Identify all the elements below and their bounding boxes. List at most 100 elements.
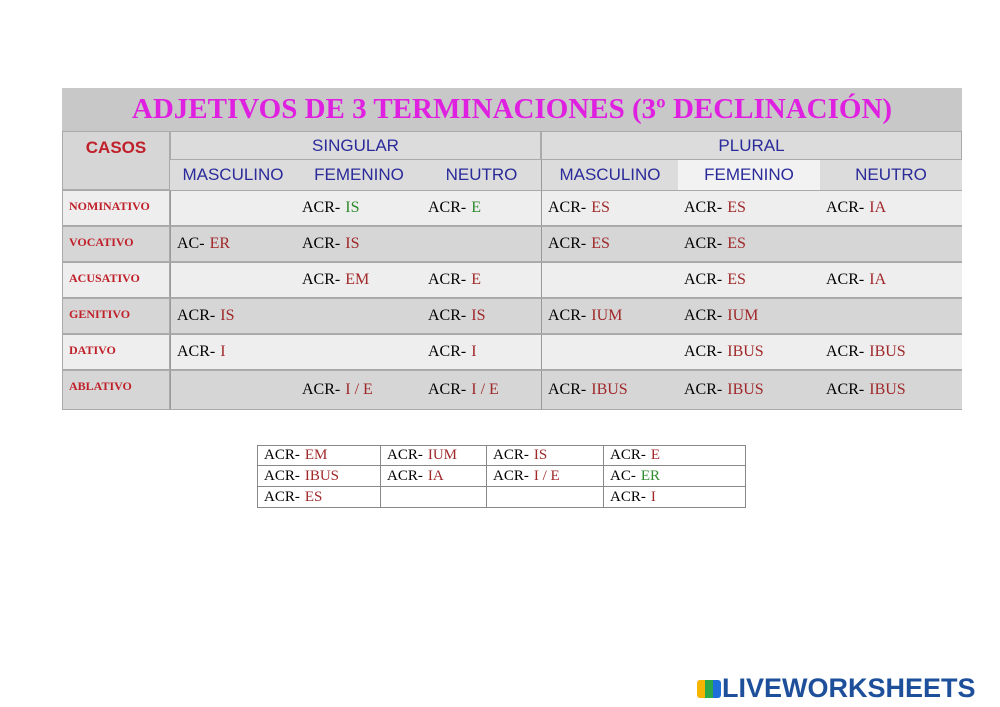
- table-cell: ACR- I / E: [296, 370, 422, 410]
- gender-header: FEMENINO: [678, 160, 820, 190]
- gender-header: NEUTRO: [820, 160, 962, 190]
- stem: ACR-: [302, 199, 341, 216]
- table-cell: ACR- IUM: [541, 298, 678, 334]
- table-cell: ACR- E: [422, 190, 541, 226]
- ending: IS: [533, 447, 548, 463]
- stem: ACR-: [684, 199, 723, 216]
- table-cell: [296, 334, 422, 370]
- stem: ACR-: [177, 307, 216, 324]
- ending: IA: [427, 467, 444, 484]
- table-cell: [170, 262, 296, 298]
- ending: IBUS: [304, 467, 340, 484]
- table-cell: ACR- IBUS: [678, 370, 820, 410]
- table-cell: ACR- I / E: [422, 370, 541, 410]
- ending: IUM: [727, 307, 759, 324]
- table-cell: ACR- IBUS: [678, 334, 820, 370]
- ending: ES: [727, 199, 746, 216]
- stem: ACR-: [684, 307, 723, 324]
- stem: ACR-: [826, 271, 865, 288]
- stem: ACR-: [684, 271, 723, 288]
- stem: ACR-: [264, 447, 300, 463]
- stem: ACR-: [428, 343, 467, 360]
- ending: E: [471, 271, 482, 288]
- table-cell: ACR- IBUS: [820, 334, 962, 370]
- stem: ACR-: [493, 447, 529, 463]
- ending: IBUS: [869, 381, 906, 398]
- stem: ACR-: [302, 381, 341, 398]
- ending: IS: [345, 199, 360, 216]
- ending: IA: [869, 271, 887, 288]
- table-cell: [541, 334, 678, 370]
- stem: ACR-: [302, 271, 341, 288]
- table-cell: ACR- IUM: [678, 298, 820, 334]
- answer-cell: ACR- EM: [257, 445, 381, 466]
- ending: IS: [471, 307, 486, 324]
- ending: ES: [727, 235, 746, 252]
- ending: I: [220, 343, 226, 360]
- ending: E: [471, 199, 482, 216]
- ending: IUM: [591, 307, 623, 324]
- table-cell: ACR- ES: [541, 226, 678, 262]
- table-cell: ACR- IA: [820, 190, 962, 226]
- stem: ACR-: [264, 488, 300, 505]
- gender-header: NEUTRO: [422, 160, 541, 190]
- table-cell: [820, 226, 962, 262]
- ending: ES: [591, 235, 610, 252]
- table-cell: ACR- ES: [678, 262, 820, 298]
- table-cell: ACR- ES: [541, 190, 678, 226]
- answer-cell: ACR- I / E: [486, 465, 604, 487]
- stem: ACR-: [302, 235, 341, 252]
- stem: ACR-: [548, 199, 587, 216]
- case-label: ABLATIVO: [62, 370, 170, 410]
- table-cell: ACR- ES: [678, 226, 820, 262]
- group-header: SINGULAR: [170, 131, 541, 160]
- stem: ACR-: [177, 343, 216, 360]
- stem: ACR-: [387, 467, 423, 484]
- table-cell: ACR- IA: [820, 262, 962, 298]
- table-cell: [170, 190, 296, 226]
- table-cell: ACR- IS: [170, 298, 296, 334]
- ending: ER: [209, 235, 231, 252]
- ending: ES: [304, 488, 323, 505]
- table-cell: [820, 298, 962, 334]
- table-cell: ACR- I: [170, 334, 296, 370]
- answer-cell: AC- ER: [603, 465, 746, 487]
- ending: IA: [869, 199, 887, 216]
- stem: ACR-: [548, 307, 587, 324]
- stem: ACR-: [684, 235, 723, 252]
- answer-cell: ACR- I: [603, 486, 746, 508]
- ending: EM: [304, 447, 328, 463]
- answer-cell: ACR- IBUS: [257, 465, 381, 487]
- case-label: ACUSATIVO: [62, 262, 170, 298]
- ending: I: [471, 343, 477, 360]
- ending: ER: [640, 467, 661, 484]
- stem: ACR-: [264, 467, 300, 484]
- table-cell: ACR- EM: [296, 262, 422, 298]
- stem: AC-: [177, 235, 205, 252]
- stem: ACR-: [493, 467, 529, 484]
- stem: ACR-: [548, 235, 587, 252]
- group-header: PLURAL: [541, 131, 962, 160]
- answer-cell: ACR- IUM: [380, 445, 487, 466]
- ending: I / E: [471, 381, 499, 398]
- stem: ACR-: [826, 381, 865, 398]
- table-cell: [422, 226, 541, 262]
- cases-header: CASOS: [62, 131, 170, 190]
- stem: ACR-: [684, 343, 723, 360]
- ending: I / E: [533, 467, 560, 484]
- ending: IBUS: [727, 343, 764, 360]
- table-cell: AC- ER: [170, 226, 296, 262]
- case-label: NOMINATIVO: [62, 190, 170, 226]
- brand-icon: [697, 680, 721, 698]
- table-cell: ACR- I: [422, 334, 541, 370]
- table-cell: ACR- IS: [296, 226, 422, 262]
- case-label: VOCATIVO: [62, 226, 170, 262]
- stem: ACR-: [548, 381, 587, 398]
- brand: LIVEWORKSHEETS: [722, 672, 976, 703]
- gender-header: MASCULINO: [541, 160, 678, 190]
- table-cell: ACR- IS: [422, 298, 541, 334]
- ending: IUM: [427, 447, 458, 463]
- stem: ACR-: [684, 381, 723, 398]
- stem: ACR-: [387, 447, 423, 463]
